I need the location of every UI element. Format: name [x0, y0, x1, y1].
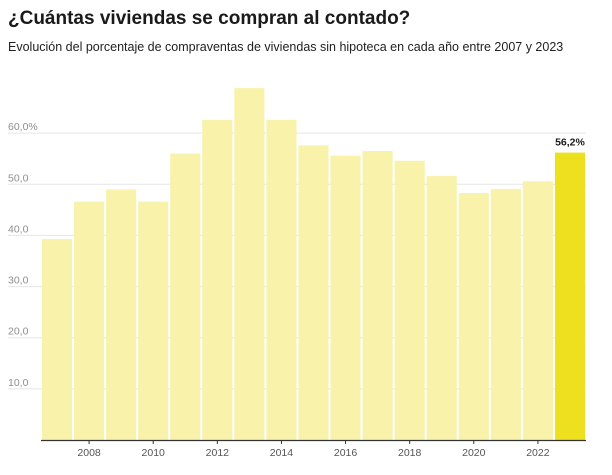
- data-labels: 56,2%: [555, 137, 585, 149]
- bar-2017: [362, 151, 393, 441]
- bar-2007: [42, 239, 73, 440]
- x-tick-label: 2020: [462, 447, 486, 459]
- x-tick-label: 2012: [206, 447, 230, 459]
- chart-subtitle: Evolución del porcentaje de compraventas…: [8, 40, 564, 54]
- x-tick-label: 2018: [398, 447, 422, 459]
- x-tick-label: 2014: [270, 447, 294, 459]
- bar-2014: [266, 119, 297, 441]
- data-label: 56,2%: [555, 137, 585, 149]
- bar-2022: [522, 181, 553, 440]
- bar-2016: [330, 155, 361, 440]
- x-tick-label: 2010: [142, 447, 166, 459]
- x-tick-label: 2022: [526, 447, 550, 459]
- bar-2020: [458, 192, 489, 440]
- x-axis-ticks: 2008 2010 2012 2014 2016 2018 2020 2022: [77, 440, 550, 459]
- y-tick-label: 10,0: [8, 377, 29, 389]
- y-axis-ticks: 10,0 20,0 30,0 40,0 50,0 60,0%: [8, 121, 38, 389]
- y-tick-label: 20,0: [8, 326, 29, 338]
- bars: [42, 88, 585, 441]
- x-tick-label: 2008: [77, 447, 101, 459]
- bar-2011: [170, 153, 201, 440]
- bar-2019: [426, 176, 457, 441]
- y-tick-label: 40,0: [8, 223, 29, 235]
- bar-2015: [298, 145, 329, 440]
- bar-2018: [394, 160, 425, 440]
- y-tick-label: 60,0%: [8, 121, 38, 133]
- bar-2008: [74, 201, 105, 440]
- bar-2012: [202, 119, 233, 441]
- x-tick-label: 2016: [334, 447, 358, 459]
- bar-2009: [106, 189, 137, 440]
- bar-2013: [234, 88, 265, 440]
- bar-2010: [138, 201, 169, 440]
- y-tick-label: 30,0: [8, 275, 29, 287]
- bar-2023: [554, 152, 585, 440]
- y-tick-label: 50,0: [8, 172, 29, 184]
- gridlines: [8, 132, 586, 390]
- chart-title: ¿Cuántas viviendas se compran al contado…: [8, 8, 411, 29]
- bar-2021: [490, 188, 521, 440]
